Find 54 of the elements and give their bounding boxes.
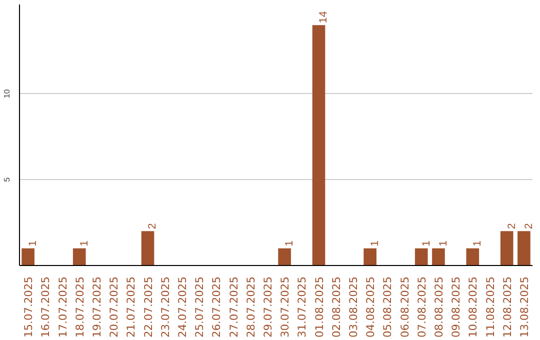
- x-tick-label: 11.08.2025: [484, 276, 497, 338]
- x-tick-label: 02.08.2025: [330, 276, 343, 338]
- data-label: 1: [78, 240, 90, 246]
- data-label: 1: [437, 240, 450, 246]
- data-label: 1: [284, 240, 296, 246]
- bar: [466, 248, 480, 266]
- bar: [518, 231, 530, 266]
- data-label: 2: [506, 223, 518, 230]
- bar: [312, 25, 326, 266]
- x-tick-label: 15.07.2025: [22, 276, 36, 338]
- bar: [278, 248, 291, 266]
- x-tick-label: 05.08.2025: [381, 276, 394, 338]
- y-tick-label: 5: [2, 176, 12, 182]
- data-label: 2: [146, 223, 159, 230]
- x-tick-label: 17.07.2025: [56, 276, 70, 338]
- data-label: 14: [318, 11, 330, 24]
- bar: [364, 248, 376, 266]
- x-tick-label: 27.07.2025: [227, 276, 240, 338]
- x-tick-label: 10.08.2025: [466, 276, 480, 338]
- x-tick-label: 06.08.2025: [398, 276, 412, 338]
- bar: [72, 248, 86, 266]
- bar: [500, 231, 514, 266]
- x-tick-label: 24.07.2025: [176, 276, 189, 338]
- data-label: 2: [522, 223, 535, 230]
- x-tick-label: 08.08.2025: [432, 276, 446, 338]
- x-tick-label: 26.07.2025: [210, 276, 224, 338]
- bar: [22, 248, 34, 266]
- x-tick-label: 29.07.2025: [261, 276, 274, 338]
- x-tick-label: 31.07.2025: [296, 276, 309, 338]
- data-label: 1: [472, 240, 484, 246]
- x-tick-label: 01.08.2025: [312, 276, 326, 338]
- x-tick-label: 18.07.2025: [73, 276, 86, 338]
- x-tick-label: 22.07.2025: [142, 276, 155, 338]
- x-tick-label: 03.08.2025: [346, 276, 360, 338]
- x-tick-label: 23.07.2025: [158, 276, 172, 338]
- data-label: 1: [369, 240, 382, 246]
- x-tick-label: 04.08.2025: [364, 276, 378, 338]
- x-tick-label: 20.07.2025: [108, 276, 121, 338]
- bar: [432, 248, 445, 266]
- x-tick-label: 12.08.2025: [500, 276, 514, 338]
- x-tick-label: 19.07.2025: [90, 276, 104, 338]
- data-label: 1: [27, 240, 40, 246]
- x-tick-label: 09.08.2025: [450, 276, 463, 338]
- bar: [414, 248, 428, 266]
- x-tick-label: 30.07.2025: [278, 276, 292, 338]
- x-tick-label: 16.07.2025: [39, 276, 52, 338]
- x-tick-label: 25.07.2025: [193, 276, 206, 338]
- x-tick-label: 28.07.2025: [244, 276, 258, 338]
- data-label: 1: [420, 240, 432, 246]
- x-tick-label: 07.08.2025: [415, 276, 428, 338]
- y-tick-label: 10: [2, 88, 12, 98]
- bar: [141, 231, 154, 266]
- x-tick-label: 13.08.2025: [518, 276, 531, 338]
- x-tick-label: 21.07.2025: [124, 276, 138, 338]
